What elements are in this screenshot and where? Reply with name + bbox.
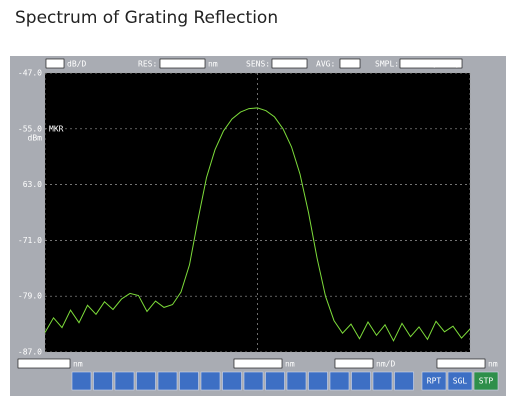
page-title: Spectrum of Grating Reflection bbox=[15, 8, 279, 28]
softkey bbox=[222, 371, 242, 391]
x-stop: 976.500 bbox=[449, 360, 483, 369]
softkey bbox=[71, 371, 92, 391]
span-value: 0.50 bbox=[352, 360, 371, 369]
softkey bbox=[157, 371, 178, 391]
softkey bbox=[394, 371, 414, 391]
header-value: 2.0 bbox=[48, 60, 63, 69]
softkey-label: RPT bbox=[427, 377, 442, 386]
span-unit: nm/D bbox=[376, 360, 395, 369]
x-unit: nm bbox=[73, 360, 83, 369]
header-value-box bbox=[399, 58, 463, 69]
y-tick-label: 63.0 bbox=[23, 180, 42, 189]
softkey-label: STP bbox=[479, 377, 494, 386]
softkey bbox=[93, 371, 113, 391]
y-tick-label: -55.0 bbox=[18, 124, 42, 133]
header-value-box bbox=[45, 58, 65, 69]
softkey bbox=[243, 371, 264, 391]
x-stop-box bbox=[436, 358, 486, 369]
header-value-box bbox=[271, 58, 308, 69]
header-label: dB/D bbox=[67, 60, 86, 69]
softkey bbox=[447, 371, 473, 391]
softkey bbox=[179, 371, 199, 391]
softkey bbox=[308, 371, 328, 391]
header-label: RES: bbox=[138, 60, 157, 69]
softkey bbox=[351, 371, 371, 391]
header-label: SENS: bbox=[246, 60, 270, 69]
softkey bbox=[372, 371, 393, 391]
softkey bbox=[329, 371, 350, 391]
x-unit: nm bbox=[488, 360, 498, 369]
softkey bbox=[136, 371, 156, 391]
header-value: 1 bbox=[353, 60, 358, 69]
y-tick-label: -47.0 bbox=[18, 69, 42, 78]
header-value: 0.02 bbox=[184, 60, 203, 69]
softkey bbox=[114, 371, 135, 391]
x-unit: nm bbox=[285, 360, 295, 369]
header-label: SMPL: bbox=[375, 60, 399, 69]
header-value-box bbox=[339, 58, 361, 69]
spectrum-trace bbox=[44, 107, 471, 342]
header-value-box bbox=[159, 58, 206, 69]
header-label: AVG: bbox=[316, 60, 335, 69]
span-value-box bbox=[334, 358, 374, 369]
softkey bbox=[421, 371, 447, 391]
header-value: HIGH1 bbox=[281, 60, 305, 69]
softkey bbox=[265, 371, 285, 391]
x-center-box bbox=[233, 358, 283, 369]
header-value: 1001(AUTO) bbox=[412, 60, 460, 69]
y-tick-label: -71.0 bbox=[18, 236, 42, 245]
softkey bbox=[473, 371, 499, 391]
x-start: 971.500 bbox=[34, 360, 68, 369]
header-unit: nm bbox=[208, 60, 218, 69]
marker-unit: dBm bbox=[28, 133, 43, 142]
softkey bbox=[286, 371, 307, 391]
y-tick-label: -87.0 bbox=[18, 348, 42, 357]
marker-label: MKR bbox=[49, 124, 64, 133]
x-center: 974.000 bbox=[246, 360, 280, 369]
x-start-box bbox=[17, 358, 71, 369]
softkey-label: SGL bbox=[453, 377, 468, 386]
softkey bbox=[200, 371, 221, 391]
y-tick-label: -79.0 bbox=[18, 292, 42, 301]
